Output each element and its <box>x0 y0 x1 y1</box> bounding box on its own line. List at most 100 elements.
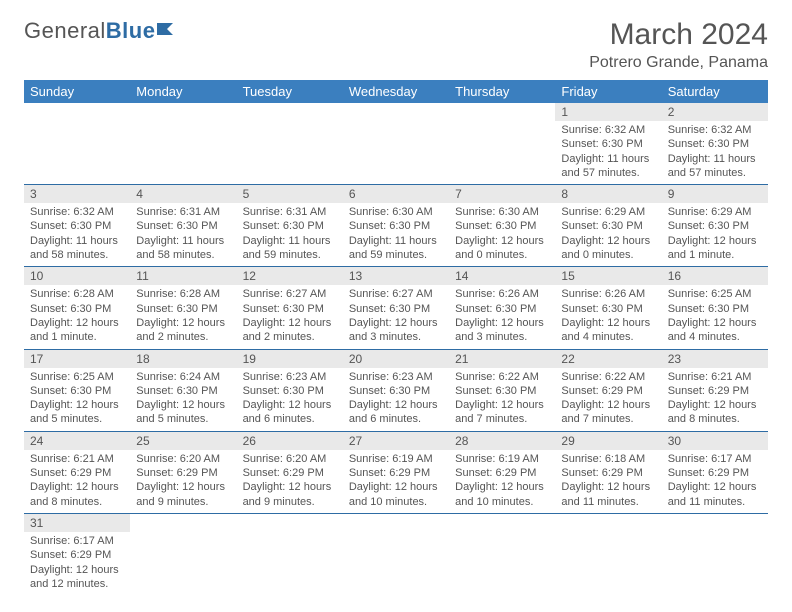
calendar-table: Sunday Monday Tuesday Wednesday Thursday… <box>24 80 768 595</box>
sunrise-text: Sunrise: 6:30 AM <box>349 205 443 219</box>
day-info: Sunrise: 6:25 AMSunset: 6:30 PMDaylight:… <box>662 285 768 348</box>
day-number: 28 <box>449 432 555 450</box>
day-cell: 8Sunrise: 6:29 AMSunset: 6:30 PMDaylight… <box>555 185 661 267</box>
daylight-text: Daylight: 12 hours and 10 minutes. <box>349 480 443 509</box>
sunset-text: Sunset: 6:30 PM <box>136 219 230 233</box>
empty-cell <box>343 103 449 185</box>
day-cell: 2Sunrise: 6:32 AMSunset: 6:30 PMDaylight… <box>662 103 768 185</box>
sunset-text: Sunset: 6:30 PM <box>561 137 655 151</box>
day-number: 18 <box>130 350 236 368</box>
flag-icon <box>157 21 179 42</box>
daylight-text: Daylight: 11 hours and 57 minutes. <box>561 152 655 181</box>
day-cell: 1Sunrise: 6:32 AMSunset: 6:30 PMDaylight… <box>555 103 661 185</box>
daylight-text: Daylight: 12 hours and 7 minutes. <box>455 398 549 427</box>
day-cell: 19Sunrise: 6:23 AMSunset: 6:30 PMDayligh… <box>237 349 343 431</box>
sunrise-text: Sunrise: 6:32 AM <box>561 123 655 137</box>
sunset-text: Sunset: 6:30 PM <box>561 219 655 233</box>
day-info: Sunrise: 6:28 AMSunset: 6:30 PMDaylight:… <box>24 285 130 348</box>
sunrise-text: Sunrise: 6:31 AM <box>136 205 230 219</box>
sunrise-text: Sunrise: 6:26 AM <box>561 287 655 301</box>
title-block: March 2024 Potrero Grande, Panama <box>589 18 768 72</box>
day-number: 24 <box>24 432 130 450</box>
day-info: Sunrise: 6:27 AMSunset: 6:30 PMDaylight:… <box>237 285 343 348</box>
sunset-text: Sunset: 6:30 PM <box>561 302 655 316</box>
sunrise-text: Sunrise: 6:20 AM <box>136 452 230 466</box>
empty-cell <box>237 513 343 595</box>
sunset-text: Sunset: 6:29 PM <box>243 466 337 480</box>
sunrise-text: Sunrise: 6:31 AM <box>243 205 337 219</box>
empty-cell <box>662 513 768 595</box>
day-info: Sunrise: 6:30 AMSunset: 6:30 PMDaylight:… <box>449 203 555 266</box>
sunrise-text: Sunrise: 6:27 AM <box>349 287 443 301</box>
daylight-text: Daylight: 11 hours and 59 minutes. <box>243 234 337 263</box>
day-number: 2 <box>662 103 768 121</box>
header-row: Sunday Monday Tuesday Wednesday Thursday… <box>24 80 768 103</box>
col-thursday: Thursday <box>449 80 555 103</box>
logo-text-2: Blue <box>106 18 156 44</box>
logo: GeneralBlue <box>24 18 179 44</box>
daylight-text: Daylight: 12 hours and 5 minutes. <box>136 398 230 427</box>
sunrise-text: Sunrise: 6:24 AM <box>136 370 230 384</box>
day-cell: 21Sunrise: 6:22 AMSunset: 6:30 PMDayligh… <box>449 349 555 431</box>
daylight-text: Daylight: 11 hours and 58 minutes. <box>136 234 230 263</box>
sunrise-text: Sunrise: 6:28 AM <box>136 287 230 301</box>
day-number: 16 <box>662 267 768 285</box>
col-friday: Friday <box>555 80 661 103</box>
day-info: Sunrise: 6:23 AMSunset: 6:30 PMDaylight:… <box>237 368 343 431</box>
logo-text-1: General <box>24 18 106 44</box>
day-info: Sunrise: 6:29 AMSunset: 6:30 PMDaylight:… <box>662 203 768 266</box>
sunset-text: Sunset: 6:30 PM <box>30 219 124 233</box>
col-monday: Monday <box>130 80 236 103</box>
daylight-text: Daylight: 12 hours and 5 minutes. <box>30 398 124 427</box>
day-info: Sunrise: 6:31 AMSunset: 6:30 PMDaylight:… <box>237 203 343 266</box>
day-info: Sunrise: 6:28 AMSunset: 6:30 PMDaylight:… <box>130 285 236 348</box>
location-text: Potrero Grande, Panama <box>589 54 768 72</box>
day-number: 27 <box>343 432 449 450</box>
sunset-text: Sunset: 6:30 PM <box>243 302 337 316</box>
day-info: Sunrise: 6:17 AMSunset: 6:29 PMDaylight:… <box>662 450 768 513</box>
sunset-text: Sunset: 6:30 PM <box>668 219 762 233</box>
day-number: 22 <box>555 350 661 368</box>
daylight-text: Daylight: 12 hours and 11 minutes. <box>668 480 762 509</box>
day-number: 10 <box>24 267 130 285</box>
daylight-text: Daylight: 12 hours and 10 minutes. <box>455 480 549 509</box>
day-info: Sunrise: 6:20 AMSunset: 6:29 PMDaylight:… <box>130 450 236 513</box>
empty-cell <box>24 103 130 185</box>
day-cell: 27Sunrise: 6:19 AMSunset: 6:29 PMDayligh… <box>343 431 449 513</box>
day-cell: 6Sunrise: 6:30 AMSunset: 6:30 PMDaylight… <box>343 185 449 267</box>
sunset-text: Sunset: 6:29 PM <box>455 466 549 480</box>
day-number: 5 <box>237 185 343 203</box>
day-info: Sunrise: 6:20 AMSunset: 6:29 PMDaylight:… <box>237 450 343 513</box>
day-cell: 16Sunrise: 6:25 AMSunset: 6:30 PMDayligh… <box>662 267 768 349</box>
empty-cell <box>343 513 449 595</box>
sunset-text: Sunset: 6:29 PM <box>30 548 124 562</box>
sunset-text: Sunset: 6:30 PM <box>455 384 549 398</box>
sunset-text: Sunset: 6:29 PM <box>30 466 124 480</box>
sunset-text: Sunset: 6:29 PM <box>668 466 762 480</box>
sunset-text: Sunset: 6:30 PM <box>668 302 762 316</box>
day-number: 6 <box>343 185 449 203</box>
sunset-text: Sunset: 6:30 PM <box>668 137 762 151</box>
empty-cell <box>555 513 661 595</box>
empty-cell <box>449 103 555 185</box>
daylight-text: Daylight: 11 hours and 59 minutes. <box>349 234 443 263</box>
daylight-text: Daylight: 12 hours and 3 minutes. <box>455 316 549 345</box>
day-info: Sunrise: 6:19 AMSunset: 6:29 PMDaylight:… <box>449 450 555 513</box>
page-header: GeneralBlue March 2024 Potrero Grande, P… <box>24 18 768 72</box>
daylight-text: Daylight: 12 hours and 4 minutes. <box>668 316 762 345</box>
calendar-row: 10Sunrise: 6:28 AMSunset: 6:30 PMDayligh… <box>24 267 768 349</box>
day-info: Sunrise: 6:22 AMSunset: 6:30 PMDaylight:… <box>449 368 555 431</box>
calendar-row: 31Sunrise: 6:17 AMSunset: 6:29 PMDayligh… <box>24 513 768 595</box>
sunrise-text: Sunrise: 6:28 AM <box>30 287 124 301</box>
day-info: Sunrise: 6:30 AMSunset: 6:30 PMDaylight:… <box>343 203 449 266</box>
day-number: 4 <box>130 185 236 203</box>
day-number: 14 <box>449 267 555 285</box>
day-number: 12 <box>237 267 343 285</box>
day-info: Sunrise: 6:29 AMSunset: 6:30 PMDaylight:… <box>555 203 661 266</box>
daylight-text: Daylight: 12 hours and 2 minutes. <box>136 316 230 345</box>
col-wednesday: Wednesday <box>343 80 449 103</box>
sunset-text: Sunset: 6:29 PM <box>561 466 655 480</box>
sunset-text: Sunset: 6:30 PM <box>30 384 124 398</box>
sunrise-text: Sunrise: 6:30 AM <box>455 205 549 219</box>
daylight-text: Daylight: 11 hours and 57 minutes. <box>668 152 762 181</box>
